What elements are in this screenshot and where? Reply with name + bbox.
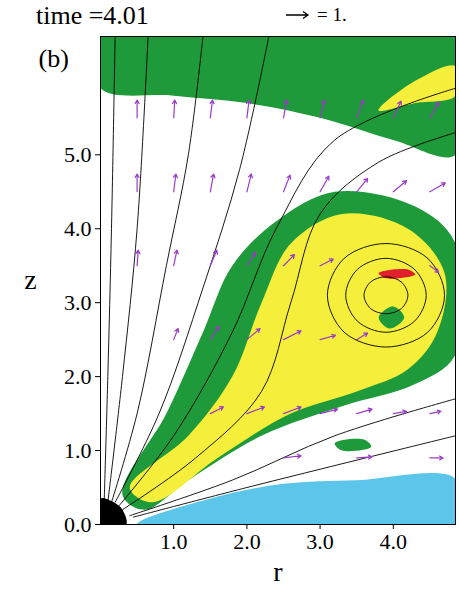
svg-text:4.0: 4.0 bbox=[64, 216, 92, 241]
svg-text:1.0: 1.0 bbox=[64, 438, 92, 463]
svg-text:r: r bbox=[273, 556, 283, 587]
svg-text:0.0: 0.0 bbox=[64, 512, 92, 537]
svg-text:3.0: 3.0 bbox=[64, 290, 92, 315]
svg-text:1.0: 1.0 bbox=[160, 529, 188, 554]
html-text:time =4.01: time =4.01 bbox=[36, 1, 149, 30]
svg-text:3.0: 3.0 bbox=[306, 529, 334, 554]
svg-text:5.0: 5.0 bbox=[64, 142, 92, 167]
svg-text:2.0: 2.0 bbox=[233, 529, 261, 554]
svg-text:2.0: 2.0 bbox=[64, 364, 92, 389]
svg-text:4.0: 4.0 bbox=[380, 529, 408, 554]
svg-text:z: z bbox=[24, 264, 36, 295]
html-text:= 1.: = 1. bbox=[317, 4, 347, 25]
svg-text:(b): (b) bbox=[39, 44, 69, 73]
